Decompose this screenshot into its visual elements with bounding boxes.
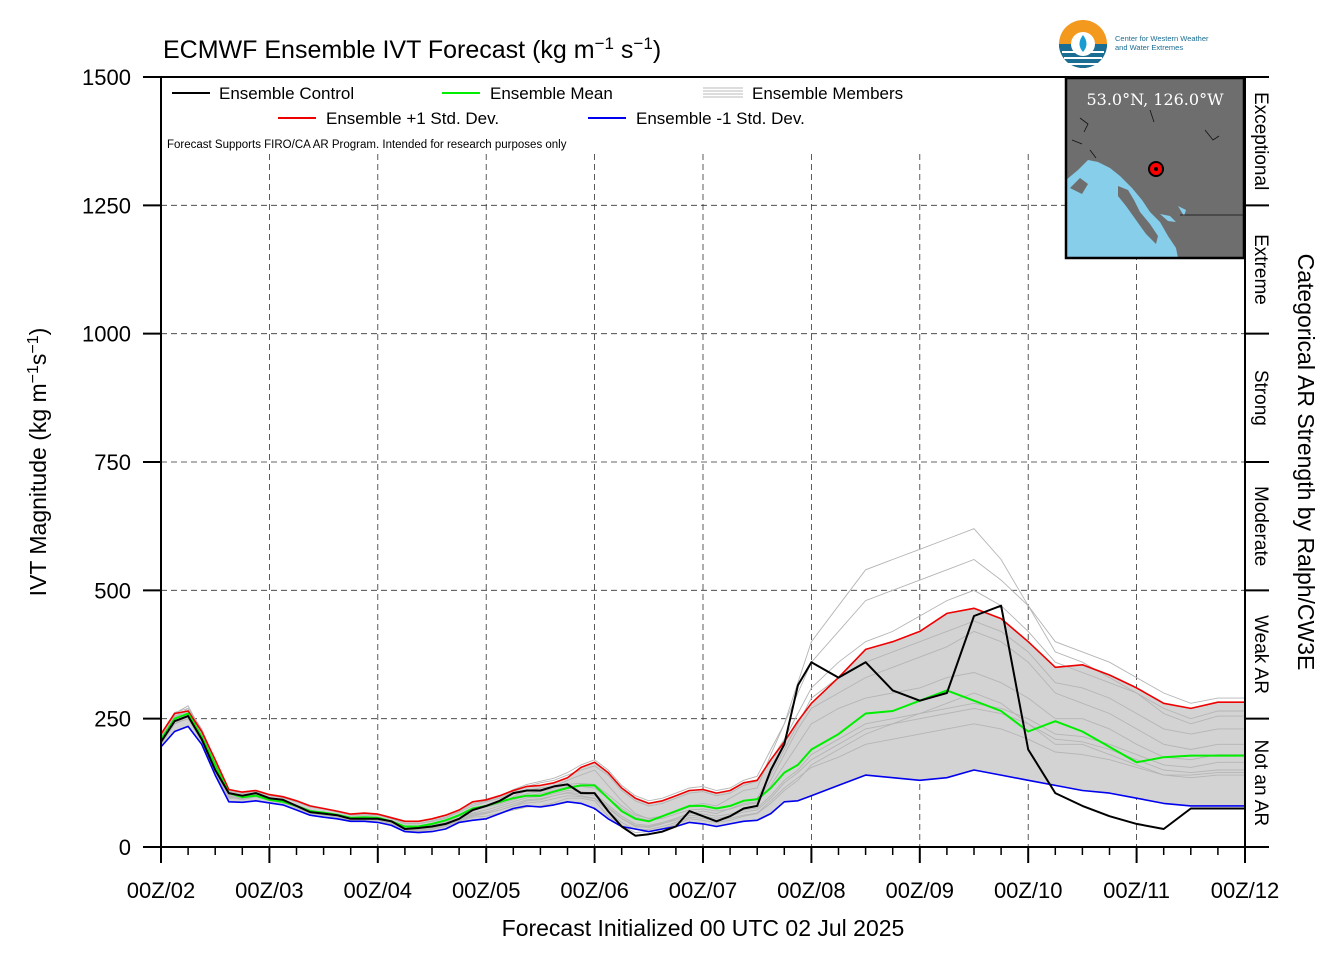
category-label: Extreme <box>1250 234 1271 305</box>
x-tick-label: 00Z/09 <box>886 878 955 903</box>
y-tick-label: 0 <box>119 835 131 860</box>
x-axis: 00Z/02 00Z/03 00Z/04 00Z/05 00Z/06 00Z/07 00Z/… <box>127 847 1280 903</box>
y-tick-label: 1250 <box>82 193 131 218</box>
category-label: Weak AR <box>1250 615 1271 694</box>
y-tick-label: 1500 <box>82 65 131 90</box>
logo-text-line1: Center for Western Weather <box>1115 34 1209 43</box>
series-lines <box>160 604 1245 837</box>
y-tick-label: 500 <box>94 578 131 603</box>
category-label: Strong <box>1250 370 1271 426</box>
legend-members: Ensemble Members <box>752 84 903 103</box>
x-tick-label: 00Z/07 <box>669 878 738 903</box>
minus-std-line <box>160 725 1245 834</box>
x-tick-label: 00Z/05 <box>452 878 521 903</box>
legend-minus-std: Ensemble -1 Std. Dev. <box>636 109 805 128</box>
std-dev-band <box>161 608 1245 833</box>
control-line <box>160 604 1245 837</box>
x-tick-label: 00Z/12 <box>1211 878 1280 903</box>
x-tick-label: 00Z/02 <box>127 878 196 903</box>
y-axis: 0 250 500 750 1000 1250 1500 <box>82 65 161 860</box>
y-tick-label: 1000 <box>82 322 131 347</box>
y-axis-label: IVT Magnitude (kg m−1s−1) <box>25 328 51 597</box>
ensemble-member-line <box>160 589 1245 825</box>
location-label: 53.0°N, 126.0°W <box>1086 90 1224 109</box>
x-tick-label: 00Z/04 <box>344 878 413 903</box>
x-tick-label: 00Z/08 <box>777 878 846 903</box>
cw3e-logo: Center for Western Weather and Water Ext… <box>1059 20 1209 68</box>
research-note: Forecast Supports FIRO/CA AR Program. In… <box>167 139 567 151</box>
category-label: Not an AR <box>1250 740 1271 827</box>
chart-title: ECMWF Ensemble IVT Forecast (kg m−1 s−1) <box>163 34 661 64</box>
y-tick-label: 750 <box>94 450 131 475</box>
location-map: 53.0°N, 126.0°W <box>1064 76 1246 260</box>
x-tick-label: 00Z/06 <box>560 878 629 903</box>
legend-control: Ensemble Control <box>219 84 354 103</box>
x-axis-label: Forecast Initialized 00 UTC 02 Jul 2025 <box>502 915 905 941</box>
x-tick-label: 00Z/10 <box>994 878 1063 903</box>
category-axis: Not an AR Weak AR Moderate Strong Extreme Exc… <box>1245 76 1271 848</box>
logo-text-line2: and Water Extremes <box>1115 43 1183 52</box>
right-axis-label: Categorical AR Strength by Ralph/CW3E <box>1293 254 1319 671</box>
x-tick-label: 00Z/03 <box>235 878 304 903</box>
category-label: Moderate <box>1250 486 1271 566</box>
plus-std-line <box>160 607 1245 823</box>
ensemble-member-line <box>160 692 1245 834</box>
legend: Ensemble Control Ensemble Mean Ensemble … <box>167 84 903 151</box>
legend-plus-std: Ensemble +1 Std. Dev. <box>326 109 499 128</box>
x-tick-label: 00Z/11 <box>1103 878 1170 903</box>
category-label: Exceptional <box>1250 92 1271 190</box>
members-band <box>161 608 1245 833</box>
y-tick-label: 250 <box>94 707 131 732</box>
legend-mean: Ensemble Mean <box>490 84 613 103</box>
